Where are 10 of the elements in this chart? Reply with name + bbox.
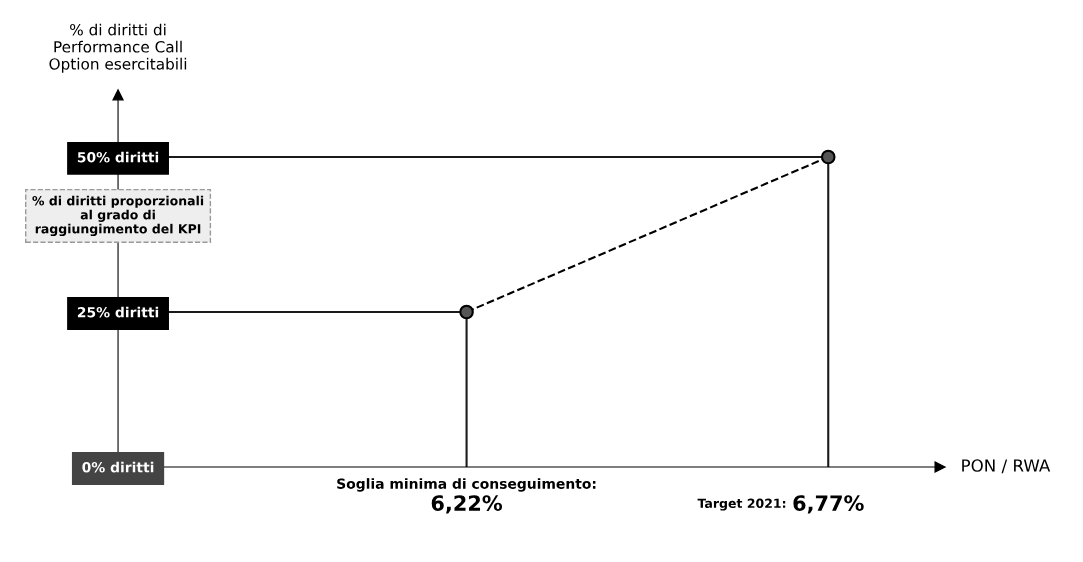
x-tick-label: 6,77% bbox=[793, 495, 864, 514]
x-axis-title: PON / RWA bbox=[962, 459, 1051, 474]
y-axis-title: % di diritti di Performance Call Option esercitabili bbox=[49, 23, 187, 73]
x-tick-label: 6,22% bbox=[431, 495, 503, 514]
y-tick-label: 25% diritti bbox=[77, 306, 159, 318]
y-tick-label: 0% diritti bbox=[82, 461, 154, 473]
text: Soglia minima di conseguimento: bbox=[337, 478, 596, 492]
text: Target 2021: bbox=[697, 498, 786, 511]
y-tick-label: 50% diritti bbox=[77, 151, 159, 163]
annotation: % di diritti proporzionali al grado di raggiungimento del KPI bbox=[32, 195, 204, 237]
